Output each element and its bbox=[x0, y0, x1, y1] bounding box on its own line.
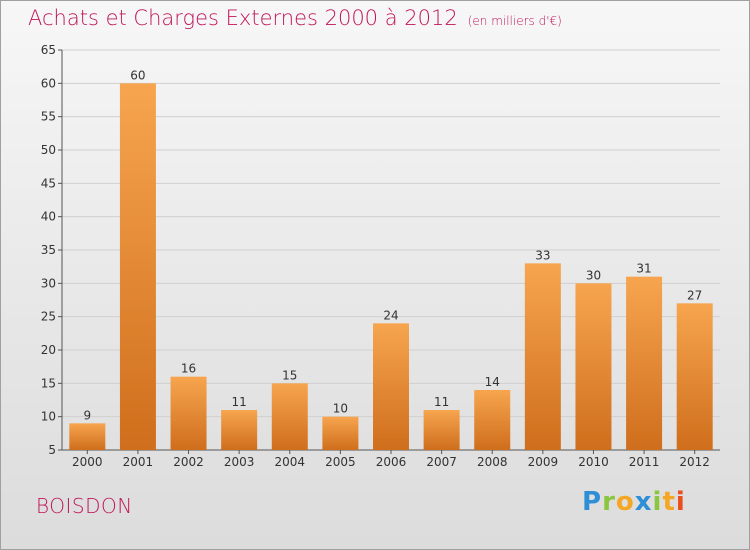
value-label: 11 bbox=[232, 395, 247, 409]
y-tick-label: 30 bbox=[41, 276, 56, 290]
x-tick-label: 2006 bbox=[376, 455, 407, 469]
x-tick-label: 2005 bbox=[325, 455, 356, 469]
y-tick-label: 15 bbox=[41, 376, 56, 390]
x-tick-label: 2000 bbox=[72, 455, 103, 469]
y-tick-label: 65 bbox=[41, 43, 56, 57]
y-tick-label: 35 bbox=[41, 243, 56, 257]
value-label: 16 bbox=[181, 362, 196, 376]
value-label: 33 bbox=[535, 248, 550, 262]
chart-title: Achats et Charges Externes 2000 à 2012 (e… bbox=[28, 6, 562, 30]
commune-name: BOISDON bbox=[36, 494, 133, 518]
logo-letter: P bbox=[582, 487, 603, 517]
chart-subtitle: (en milliers d'€) bbox=[467, 14, 562, 28]
value-label: 27 bbox=[687, 288, 702, 302]
proxiti-logo: Proxiti bbox=[582, 487, 686, 517]
bar-2001 bbox=[119, 83, 156, 450]
y-tick-label: 25 bbox=[41, 310, 56, 324]
bar-2006 bbox=[373, 323, 409, 450]
bar-2010 bbox=[575, 283, 612, 450]
x-tick-label: 2009 bbox=[528, 455, 559, 469]
value-label: 14 bbox=[485, 375, 500, 389]
x-tick-label: 2003 bbox=[224, 455, 255, 469]
bar-2004 bbox=[271, 383, 308, 450]
bar-2005 bbox=[322, 416, 359, 450]
value-label: 24 bbox=[383, 308, 398, 322]
y-tick-label: 45 bbox=[41, 176, 56, 190]
value-label: 15 bbox=[282, 368, 297, 382]
bar-2012 bbox=[676, 303, 713, 450]
logo-letter: t bbox=[662, 487, 676, 517]
bar-2009 bbox=[524, 263, 561, 450]
value-label: 10 bbox=[333, 402, 348, 416]
bar-2002 bbox=[170, 376, 207, 450]
y-tick-label: 20 bbox=[41, 343, 56, 357]
value-label: 9 bbox=[83, 408, 91, 422]
logo-letter: i bbox=[675, 487, 686, 517]
bar-2007 bbox=[423, 410, 460, 450]
x-tick-label: 2011 bbox=[629, 455, 660, 469]
x-tick-label: 2004 bbox=[274, 455, 305, 469]
y-tick-label: 10 bbox=[41, 410, 56, 424]
y-tick-label: 55 bbox=[41, 110, 56, 124]
bar-2008 bbox=[474, 390, 511, 450]
logo-letter: o bbox=[615, 487, 635, 517]
logo-letter: x bbox=[634, 487, 653, 517]
y-tick-label: 60 bbox=[41, 76, 56, 90]
x-tick-label: 2010 bbox=[578, 455, 609, 469]
chart-title-text: Achats et Charges Externes 2000 à 2012 bbox=[28, 6, 458, 30]
x-tick-label: 2007 bbox=[426, 455, 457, 469]
bar-2003 bbox=[221, 410, 258, 450]
value-label: 30 bbox=[586, 268, 601, 282]
y-tick-label: 40 bbox=[41, 210, 56, 224]
y-tick-label: 50 bbox=[41, 143, 56, 157]
logo-letter: r bbox=[602, 487, 616, 517]
logo-letter: i bbox=[652, 487, 663, 517]
x-tick-label: 2002 bbox=[173, 455, 204, 469]
x-tick-label: 2001 bbox=[123, 455, 154, 469]
value-label: 31 bbox=[636, 262, 651, 276]
x-tick-label: 2008 bbox=[477, 455, 508, 469]
bar-2011 bbox=[626, 276, 663, 450]
value-label: 11 bbox=[434, 395, 449, 409]
bar-2000 bbox=[69, 423, 106, 450]
value-label: 60 bbox=[130, 68, 145, 82]
y-tick-label: 5 bbox=[48, 443, 56, 457]
x-tick-label: 2012 bbox=[679, 455, 710, 469]
